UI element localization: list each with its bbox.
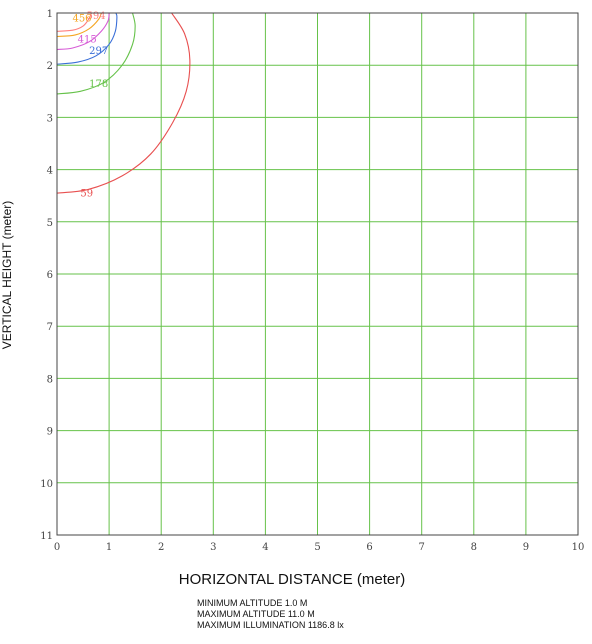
y-axis-title: VERTICAL HEIGHT (meter) [0, 201, 14, 349]
y-tick-label: 5 [47, 218, 53, 229]
summary-notes: MINIMUM ALTITUDE 1.0 M MAXIMUM ALTITUDE … [197, 598, 344, 631]
max-illumination-note: MAXIMUM ILLUMINATION 1186.8 lx [197, 620, 344, 630]
y-tick-label: 1 [47, 9, 53, 20]
y-tick-labels: 1 2 3 4 5 6 7 8 9 10 11 [40, 9, 53, 542]
contour-line-59 [56, 12, 191, 194]
contour-label-178: 178 [89, 79, 108, 90]
contour-label-59: 59 [80, 189, 93, 200]
y-tick-label: 7 [47, 322, 53, 333]
contour-lines [56, 12, 191, 194]
y-tick-label: 2 [47, 61, 53, 72]
contour-label-594: 594 [87, 11, 106, 22]
contour-line-297 [56, 12, 118, 65]
x-tick-label: 10 [572, 542, 585, 553]
contour-line-178 [56, 12, 136, 95]
x-tick-label: 3 [210, 542, 216, 553]
grid [56, 12, 579, 536]
contour-label-415: 415 [78, 35, 97, 46]
x-tick-label: 9 [523, 542, 529, 553]
contour-line-456 [56, 12, 102, 38]
x-tick-label: 4 [262, 542, 268, 553]
x-tick-labels: 0 1 2 3 4 5 6 7 8 9 10 [54, 542, 585, 553]
x-tick-label: 2 [158, 542, 164, 553]
contour-label-297: 297 [89, 46, 108, 57]
max-altitude-note: MAXIMUM ALTITUDE 11.0 M [197, 609, 315, 619]
y-tick-label: 3 [47, 113, 53, 124]
y-tick-label: 4 [47, 166, 53, 177]
y-tick-label: 10 [40, 479, 53, 490]
x-tick-label: 1 [106, 542, 112, 553]
contour-label-456: 456 [72, 14, 91, 25]
plot-frame [56, 12, 579, 536]
y-tick-label: 11 [40, 531, 53, 542]
y-tick-label: 6 [47, 270, 53, 281]
contour-line-415 [56, 12, 110, 51]
contour-line-594 [56, 12, 92, 32]
min-altitude-note: MINIMUM ALTITUDE 1.0 M [197, 598, 308, 608]
y-tick-label: 9 [47, 427, 53, 438]
x-tick-label: 7 [419, 542, 425, 553]
y-tick-label: 8 [47, 374, 53, 385]
x-tick-label: 6 [366, 542, 372, 553]
x-axis-title: HORIZONTAL DISTANCE (meter) [179, 571, 405, 588]
x-tick-label: 5 [314, 542, 320, 553]
x-tick-label: 0 [54, 542, 60, 553]
x-tick-label: 8 [471, 542, 477, 553]
